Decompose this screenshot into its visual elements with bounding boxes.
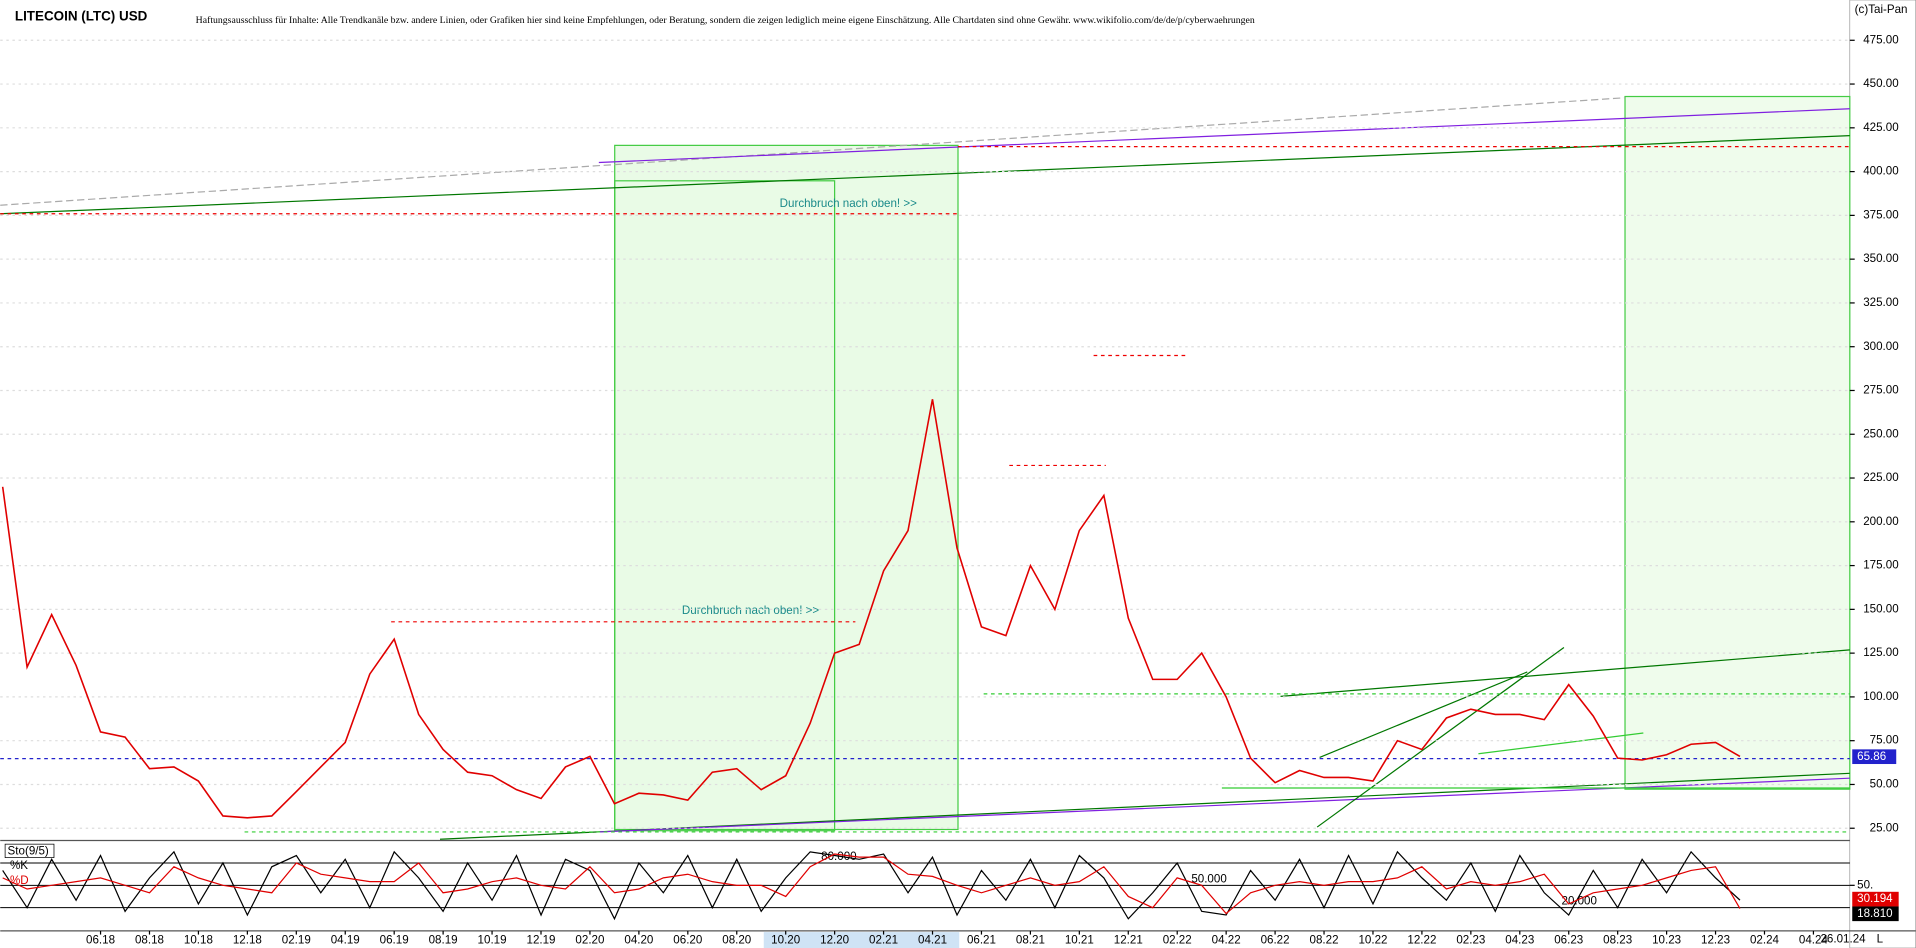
y-tick-label: 225.00 <box>1863 471 1898 484</box>
x-tick-label: 06.19 <box>380 934 409 947</box>
x-tick-label: 04.19 <box>331 934 360 947</box>
indicator-box <box>4 843 55 858</box>
x-tick-label: 02.21 <box>869 934 898 947</box>
trend-line <box>598 108 1850 164</box>
trend-line <box>1319 671 1528 758</box>
last-value-box <box>1852 749 1897 765</box>
y-tick-label: 100.00 <box>1863 690 1898 703</box>
x-tick-label: 06.22 <box>1261 934 1290 947</box>
x-tick-label: 08.20 <box>722 934 751 947</box>
y-tick-label: 75.00 <box>1870 734 1899 747</box>
annotation: Durchbruch nach oben! >> <box>780 197 918 210</box>
x-tick-label: 02.24 <box>1750 934 1780 947</box>
trend-line <box>0 97 1626 206</box>
x-tick-label: 10.18 <box>184 934 213 947</box>
y-tick-label: 20.000 <box>1561 895 1596 908</box>
y-tick-label: 50. <box>1857 878 1873 891</box>
x-tick-label: 04.22 <box>1212 934 1241 947</box>
last-value-label: 30.194 <box>1857 892 1893 905</box>
x-tick-label: 12.20 <box>820 934 849 947</box>
y-tick-label: 125.00 <box>1863 646 1898 659</box>
x-tick-label: 02.19 <box>282 934 311 947</box>
y-tick-label: 150.00 <box>1863 602 1898 615</box>
y-tick-label: 50.000 <box>1191 872 1226 885</box>
y-tick-label: 275.00 <box>1863 384 1898 397</box>
credit: (c)Tai-Pan <box>1855 3 1908 16</box>
x-tick-label: 08.19 <box>429 934 458 947</box>
zone-box <box>614 144 959 831</box>
x-tick-label: 08.21 <box>1016 934 1045 947</box>
corner-label: L <box>1877 933 1884 946</box>
trend-line <box>1316 646 1565 828</box>
x-tick-label: 12.21 <box>1114 934 1143 947</box>
y-tick-label: 175.00 <box>1863 559 1898 572</box>
x-tick-label: 12.19 <box>526 934 555 947</box>
y-tick-label: 250.00 <box>1863 427 1898 440</box>
last-value-box <box>1852 906 1899 922</box>
last-value-box <box>1852 891 1899 907</box>
x-tick-label: 02.23 <box>1456 934 1485 947</box>
x-tick-label: 04.21 <box>918 934 947 947</box>
x-tick-label: 10.20 <box>771 934 800 947</box>
price-line <box>1 399 1741 819</box>
x-tick-label: 06.18 <box>86 934 115 947</box>
x-tick-label: 10.21 <box>1065 934 1094 947</box>
x-tick-label: 02.22 <box>1163 934 1192 947</box>
x-tick-label: 06.23 <box>1554 934 1583 947</box>
x-tick-label: 06.21 <box>967 934 996 947</box>
y-tick-label: 300.00 <box>1863 340 1898 353</box>
y-tick-label: 325.00 <box>1863 296 1898 309</box>
y-tick-label: 425.00 <box>1863 121 1898 134</box>
trend-line <box>1478 732 1644 755</box>
disclaimer: Haftungsausschluss für Inhalte: Alle Tre… <box>196 15 1255 26</box>
x-tick-label: 04.20 <box>624 934 653 947</box>
x-tick-label: 04.23 <box>1505 934 1534 947</box>
trend-line <box>1280 649 1850 697</box>
x-tick-label: 12.23 <box>1701 934 1730 947</box>
chart-title: LITECOIN (LTC) USD <box>15 9 148 24</box>
last-value-label: 18.810 <box>1857 907 1892 920</box>
y-tick-label: 375.00 <box>1863 208 1898 221</box>
legend-label: %K <box>10 859 28 872</box>
y-tick-label: 200.00 <box>1863 515 1898 528</box>
y-tick-label: 450.00 <box>1863 77 1898 90</box>
y-tick-label: 350.00 <box>1863 252 1898 265</box>
y-tick-label: 25.00 <box>1870 821 1899 834</box>
last-value-label: 65.86 <box>1857 750 1886 763</box>
annotation: Durchbruch nach oben! >> <box>682 604 820 617</box>
y-tick-label: 50.00 <box>1870 778 1899 791</box>
trend-line <box>598 777 1850 833</box>
x-tick-label: 02.20 <box>575 934 604 947</box>
x-tick-label: 08.18 <box>135 934 164 947</box>
y-tick-label: 475.00 <box>1863 33 1898 46</box>
zone-box <box>614 180 836 832</box>
x-tick-label: 10.19 <box>478 934 507 947</box>
x-tick-label: 06.20 <box>673 934 702 947</box>
x-tick-label: 08.22 <box>1310 934 1339 947</box>
y-tick-label: 400.00 <box>1863 165 1898 178</box>
x-tick-label: 10.22 <box>1358 934 1387 947</box>
zone-box <box>1624 95 1851 790</box>
right-axis-panel <box>1849 0 1916 948</box>
x-tick-label: 04.24 <box>1799 934 1829 947</box>
date-highlight <box>763 932 960 948</box>
x-tick-label: 12.18 <box>233 934 262 947</box>
x-tick-label: 12.22 <box>1407 934 1436 947</box>
oscillator-line <box>2 853 1741 915</box>
indicator-title: Sto(9/5) <box>8 845 49 858</box>
x-tick-label: 10.23 <box>1652 934 1681 947</box>
x-tick-label: 08.23 <box>1603 934 1632 947</box>
date-label: 26.01.24 <box>1820 933 1866 946</box>
trend-line <box>0 134 1850 215</box>
